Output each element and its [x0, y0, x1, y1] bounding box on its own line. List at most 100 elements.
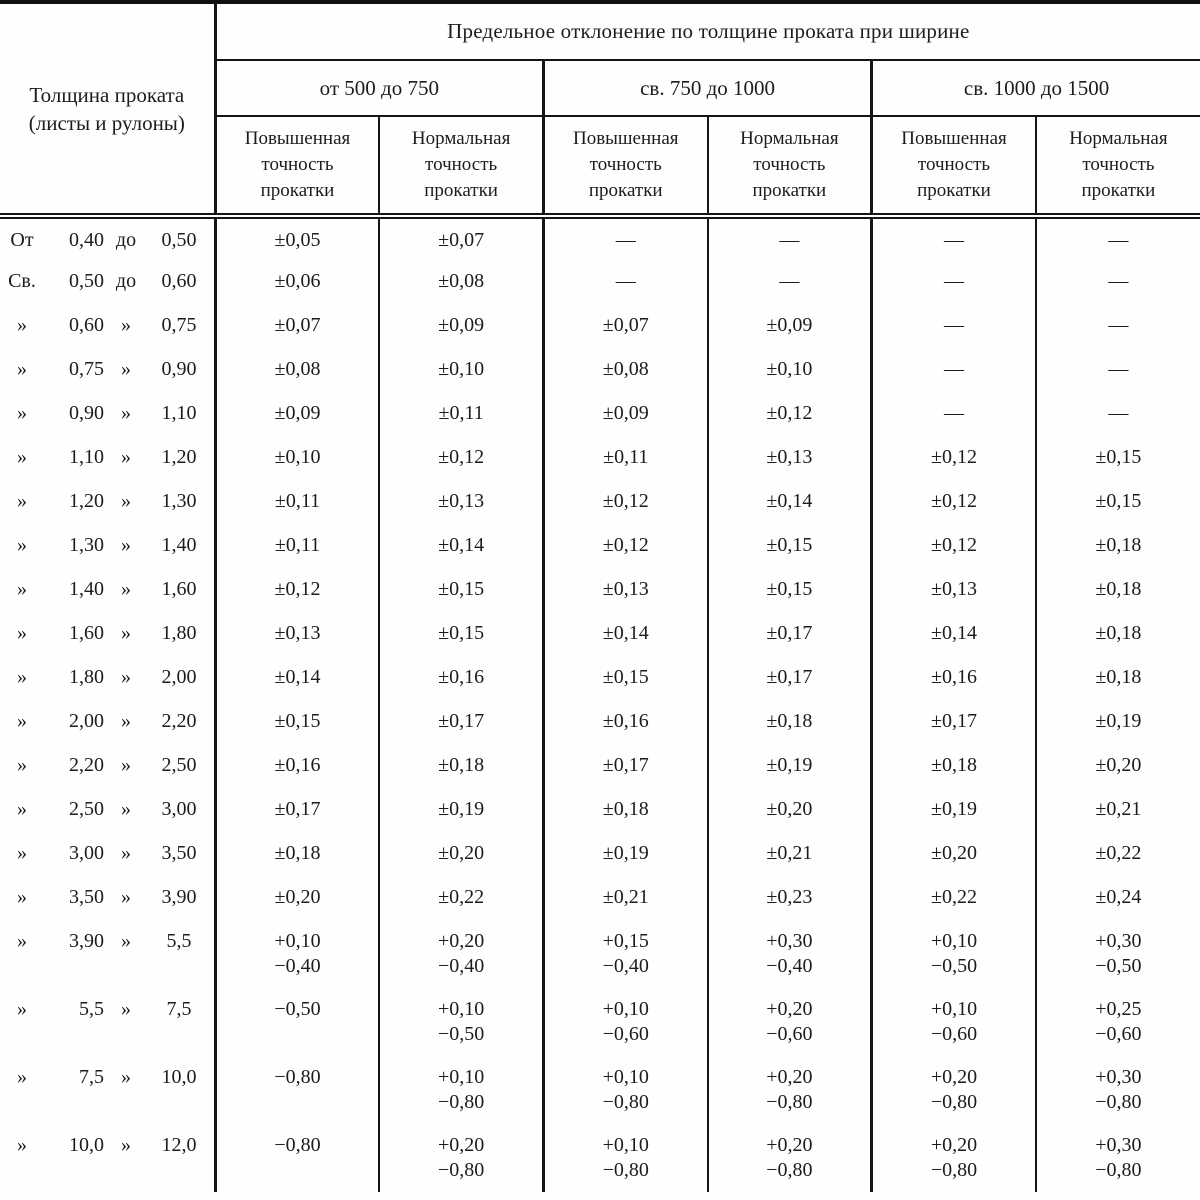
range-prefix: »	[17, 998, 27, 1020]
tolerance-cell: −0,80	[215, 1124, 381, 1192]
range-v2: 0,90	[161, 358, 197, 380]
tolerance-cell: ±0,18	[1095, 578, 1142, 600]
table-row: » 3,00» 3,50 ±0,18 ±0,20 ±0,19 ±0,21 ±0,20 ±0,22	[0, 832, 1200, 876]
range-v2: 1,80	[161, 622, 197, 644]
range-v1: 0,60	[69, 314, 104, 336]
tolerance-cell: ±0,18	[871, 744, 1037, 788]
tolerance-cell: +0,20 −0,80	[379, 1124, 545, 1192]
tolerance-cell: ±0,14	[543, 612, 709, 656]
tolerance-cell: ±0,22	[1095, 842, 1142, 864]
tolerance-cell: ±0,15	[543, 656, 709, 700]
main-header: Предельное отклонение по толщине проката…	[215, 2, 1200, 61]
table-row: » 5,5» 7,5 −0,50 +0,10 −0,50 +0,10 −0,60 +0,20…	[0, 988, 1200, 1056]
tolerance-cell: ±0,20	[707, 788, 874, 832]
tolerance-cell-empty: —	[871, 216, 1037, 260]
tolerance-cell: ±0,15	[379, 568, 545, 612]
tolerance-cell: ±0,08	[379, 260, 545, 304]
range-prefix: »	[17, 930, 27, 952]
thickness-range: » 3,90 » 5,5	[0, 920, 217, 988]
table-row: » 0,90» 1,10 ±0,09 ±0,11 ±0,09 ±0,12— —	[0, 392, 1200, 436]
tolerance-cell: +0,20 −0,40	[379, 920, 545, 988]
range-v1: 0,50	[69, 270, 104, 292]
thickness-range: От 0,40 до 0,50	[0, 216, 217, 260]
tolerance-cell: +0,20 −0,60	[707, 988, 874, 1056]
tolerance-cell: ±0,15	[707, 524, 874, 568]
range-v2: 10,0	[161, 1066, 197, 1088]
tolerance-cell: +0,10 −0,60	[871, 988, 1037, 1056]
tolerance-cell: ±0,14	[379, 524, 545, 568]
table-row: Св. 0,50 до 0,60 ±0,06 ±0,08— — — —	[0, 260, 1200, 304]
tolerance-cell-empty: —	[1108, 358, 1129, 380]
range-prefix: »	[17, 622, 27, 644]
accuracy-header-increased: Повышенная точность прокатки	[215, 116, 381, 219]
range-sep: »	[121, 358, 131, 380]
tolerance-cell: ±0,12	[379, 436, 545, 480]
tolerance-cell: ±0,11	[215, 480, 381, 524]
tolerance-cell: +0,30 −0,80	[1095, 1134, 1142, 1181]
thickness-column-header: Толщина проката (листы и рулоны)	[0, 2, 217, 219]
tolerance-cell: ±0,23	[707, 876, 874, 920]
thickness-range: » 0,60 » 0,75	[0, 304, 217, 348]
tolerance-cell: ±0,05	[215, 216, 381, 260]
tolerance-cell: ±0,18	[379, 744, 545, 788]
range-sep: до	[115, 270, 137, 292]
range-v2: 3,50	[161, 842, 197, 864]
range-v2: 7,5	[166, 998, 192, 1020]
table-row: » 3,50» 3,90 ±0,20 ±0,22 ±0,21 ±0,23 ±0,22 ±0,24	[0, 876, 1200, 920]
tolerance-cell: ±0,19	[707, 744, 874, 788]
tolerance-cell: ±0,17	[871, 700, 1037, 744]
tolerance-cell: ±0,20	[1095, 754, 1142, 776]
thickness-range: » 1,80 » 2,00	[0, 656, 217, 700]
table-row: » 1,30» 1,40 ±0,11 ±0,14 ±0,12 ±0,15 ±0,12 ±0,18	[0, 524, 1200, 568]
range-sep: »	[121, 798, 131, 820]
range-prefix: »	[17, 798, 27, 820]
thickness-range: » 1,60 » 1,80	[0, 612, 217, 656]
range-prefix: »	[17, 666, 27, 688]
table-row: » 0,75» 0,90 ±0,08 ±0,10 ±0,08 ±0,10— —	[0, 348, 1200, 392]
tolerance-cell: +0,20 −0,80	[871, 1124, 1037, 1192]
range-v2: 2,20	[161, 710, 197, 732]
thickness-range: » 2,20 » 2,50	[0, 744, 217, 788]
tolerance-cell: ±0,10	[379, 348, 545, 392]
tolerance-cell: ±0,15	[1095, 446, 1142, 468]
tolerance-cell: ±0,19	[1095, 710, 1142, 732]
tolerance-cell: ±0,11	[543, 436, 709, 480]
range-sep: »	[121, 998, 131, 1020]
accuracy-header-normal: Нормальная точность прокатки	[379, 116, 545, 219]
range-v2: 1,10	[161, 402, 197, 424]
table-row: » 2,20» 2,50 ±0,16 ±0,18 ±0,17 ±0,19 ±0,18 ±0,20	[0, 744, 1200, 788]
tolerance-cell-empty: —	[871, 392, 1037, 436]
tolerance-cell-empty: —	[543, 260, 709, 304]
tolerance-cell: ±0,15	[379, 612, 545, 656]
tolerance-cell: ±0,18	[1095, 622, 1142, 644]
range-sep: »	[121, 666, 131, 688]
tolerance-cell-empty: —	[1108, 229, 1129, 251]
tolerance-cell: ±0,15	[1095, 490, 1142, 512]
tolerance-cell: ±0,13	[379, 480, 545, 524]
tolerance-cell: +0,10 −0,60	[543, 988, 709, 1056]
range-v1: 2,50	[69, 798, 104, 820]
range-v2: 12,0	[161, 1134, 197, 1156]
thickness-range: » 3,50 » 3,90	[0, 876, 217, 920]
tolerance-cell: ±0,12	[215, 568, 381, 612]
range-sep: »	[121, 490, 131, 512]
range-v2: 3,00	[161, 798, 197, 820]
thickness-range: » 1,20 » 1,30	[0, 480, 217, 524]
tolerance-cell: ±0,22	[379, 876, 545, 920]
range-v1: 7,5	[79, 1066, 104, 1088]
accuracy-header-normal: Нормальная точность прокатки	[1035, 116, 1200, 219]
range-prefix: »	[17, 754, 27, 776]
range-v1: 0,90	[69, 402, 104, 424]
table-row: » 1,40» 1,60 ±0,12 ±0,15 ±0,13 ±0,15 ±0,13 ±0,18	[0, 568, 1200, 612]
range-sep: »	[121, 314, 131, 336]
table-row: » 1,10» 1,20 ±0,10 ±0,12 ±0,11 ±0,13 ±0,12 ±0,15	[0, 436, 1200, 480]
tolerance-cell: ±0,07	[215, 304, 381, 348]
range-v1: 1,60	[69, 622, 104, 644]
range-prefix: »	[17, 402, 27, 424]
tolerance-cell: +0,30 −0,50	[1095, 930, 1142, 977]
range-sep: »	[121, 534, 131, 556]
tolerance-cell: ±0,17	[707, 612, 874, 656]
tolerance-cell: ±0,18	[215, 832, 381, 876]
tolerance-cell: ±0,18	[1095, 534, 1142, 556]
